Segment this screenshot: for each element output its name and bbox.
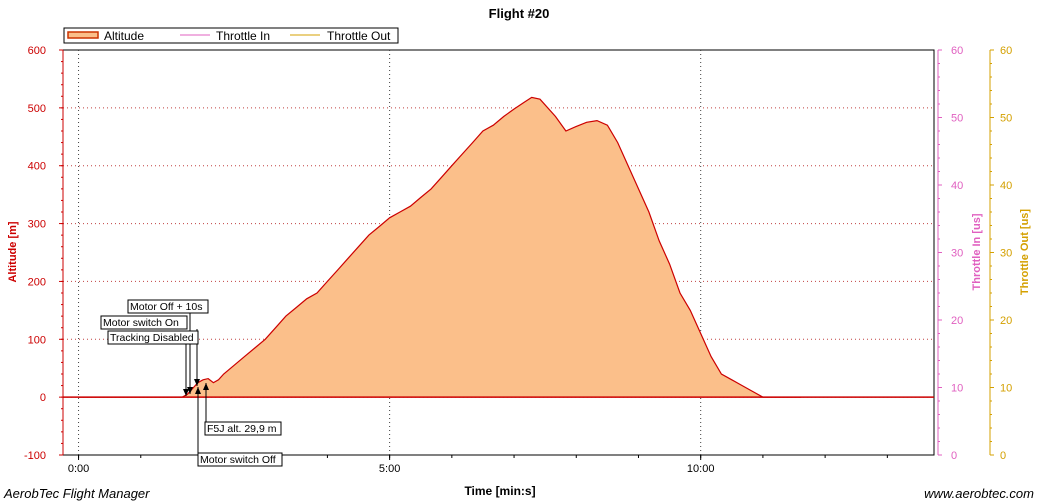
annotation: Motor Off + 10s	[127, 299, 209, 394]
y-axis-label: Altitude [m]	[7, 221, 19, 282]
annotation-arrow	[195, 387, 201, 394]
altitude-tick-label: 600	[28, 45, 46, 57]
annotation-label: Motor Off + 10s	[130, 301, 202, 313]
annotation-box	[100, 315, 188, 330]
legend: Altitude Throttle In Throttle Out	[63, 27, 399, 44]
altitude-tick-label: 400	[28, 161, 46, 173]
axis-tick-label: 0	[1000, 450, 1006, 462]
axis-tick-label: 10	[1000, 383, 1012, 395]
axis-tick-label: 60	[1000, 45, 1012, 57]
footer-app-name: AerobTec Flight Manager	[3, 486, 150, 501]
axis-tick-label: 10	[951, 383, 963, 395]
y3-axis-label: Throttle Out [us]	[1019, 209, 1031, 295]
axis-tick-label: 0	[951, 450, 957, 462]
axis-tick-label: 50	[951, 113, 963, 125]
event-annotations: Motor Off + 10s Motor switch On Tracking D…	[100, 299, 283, 467]
altitude-axis: -100 0 100 200 300 400 500 600	[24, 45, 64, 462]
altitude-tick-label: 0	[40, 392, 46, 404]
annotation: Motor switch Off	[195, 387, 283, 467]
annotation-box	[197, 452, 283, 467]
axis-tick-label: 20	[951, 315, 963, 327]
axis-tick-label: 30	[1000, 248, 1012, 260]
annotation-arrow	[183, 389, 189, 396]
throttle-in-axis: 0 10 20 30 40 50 60	[937, 45, 963, 462]
time-tick-label: 10:00	[687, 463, 715, 475]
annotation-label: Motor switch On	[103, 317, 179, 329]
altitude-tick-label: 300	[28, 219, 46, 231]
axis-tick-label: 30	[951, 248, 963, 260]
axis-tick-label: 50	[1000, 113, 1012, 125]
throttle-out-axis: 0 10 20 30 40 50 60	[989, 45, 1012, 462]
annotation-box	[127, 299, 209, 314]
axis-tick-label: 40	[951, 180, 963, 192]
axis-tick-label: 60	[951, 45, 963, 57]
altitude-area	[63, 96, 934, 398]
annotation: Motor switch On	[100, 315, 200, 386]
annotation: F5J alt. 29,9 m	[203, 383, 282, 436]
annotation: Tracking Disabled	[107, 330, 199, 396]
footer-website[interactable]: www.aerobtec.com	[924, 486, 1034, 501]
annotation-arrow	[187, 387, 193, 394]
legend-swatch-altitude	[67, 31, 99, 39]
annotation-box	[107, 330, 199, 345]
altitude-line	[78, 96, 802, 398]
axis-tick-label: 40	[1000, 180, 1012, 192]
chart-title: Flight #20	[489, 6, 550, 21]
annotation-label: Tracking Disabled	[110, 332, 194, 344]
time-tick-label: 0:00	[68, 463, 89, 475]
annotation-arrow	[194, 379, 200, 386]
legend-entry-altitude: Altitude	[104, 29, 144, 43]
time-axis: 0:00 5:00 10:00	[68, 455, 888, 475]
altitude-tick-label: -100	[24, 450, 46, 462]
x-axis-label: Time [min:s]	[464, 484, 535, 498]
altitude-tick-label: 500	[28, 103, 46, 115]
legend-entry-throttle-in: Throttle In	[216, 29, 270, 43]
annotation-label: F5J alt. 29,9 m	[207, 423, 277, 435]
annotation-arrow	[203, 383, 209, 390]
annotation-box	[204, 421, 282, 436]
y2-axis-label: Throttle In [us]	[971, 213, 983, 290]
altitude-fill	[78, 97, 802, 398]
altitude-tick-label: 100	[28, 334, 46, 346]
altitude-tick-label: 200	[28, 276, 46, 288]
legend-entry-throttle-out: Throttle Out	[327, 29, 391, 43]
time-tick-label: 5:00	[379, 463, 400, 475]
axis-tick-label: 20	[1000, 315, 1012, 327]
annotation-label: Motor switch Off	[200, 454, 276, 466]
